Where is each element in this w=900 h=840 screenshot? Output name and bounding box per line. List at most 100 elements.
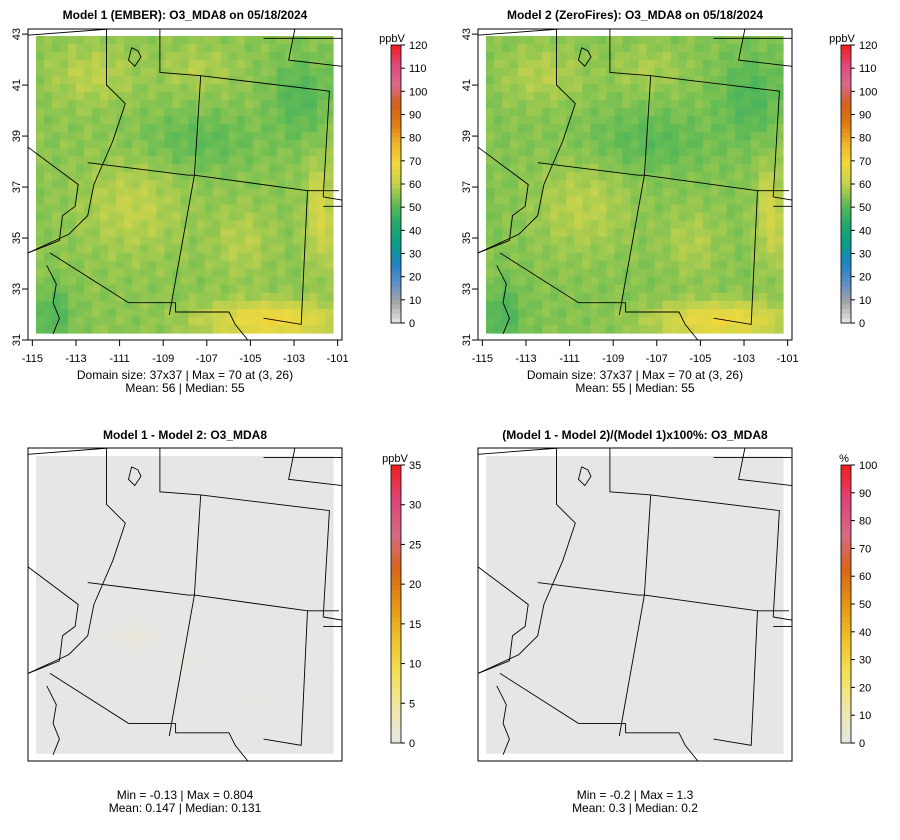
heatmap-cell	[188, 236, 198, 246]
heatmap-cell	[574, 180, 583, 190]
heatmap-cell	[92, 164, 101, 174]
heatmap-cell	[100, 124, 109, 133]
heatmap-cell	[308, 688, 318, 698]
heatmap-cell	[300, 744, 310, 754]
heatmap-cell	[44, 672, 53, 682]
heatmap-cell	[260, 276, 270, 286]
heatmap-cell	[694, 520, 704, 529]
heatmap-cell	[36, 504, 45, 513]
heatmap-cell	[116, 236, 125, 246]
heatmap-cell	[590, 92, 599, 101]
heatmap-cell	[526, 496, 535, 505]
colorbar-tick-label: 5	[409, 698, 415, 710]
heatmap-cell	[260, 316, 270, 326]
heatmap-cell	[300, 156, 310, 166]
heatmap-cell	[204, 512, 214, 521]
heatmap-cell	[308, 720, 318, 730]
heatmap-cell	[172, 172, 182, 182]
heatmap-cell	[622, 464, 632, 473]
heatmap-cell	[76, 736, 85, 746]
heatmap-cell	[284, 528, 294, 537]
heatmap-cell	[196, 132, 206, 141]
heatmap-cell	[324, 316, 334, 326]
heatmap-cell	[614, 324, 624, 334]
heatmap-cell	[172, 236, 182, 246]
heatmap-cell	[662, 140, 672, 149]
heatmap-cell	[164, 592, 174, 602]
heatmap-cell	[686, 196, 696, 206]
heatmap-cell	[630, 52, 640, 61]
heatmap-cell	[518, 456, 527, 465]
heatmap-cell	[510, 472, 519, 481]
heatmap-cell	[654, 196, 664, 206]
heatmap-cell	[550, 456, 559, 465]
heatmap-cell	[44, 108, 53, 117]
heatmap-cell	[236, 108, 246, 117]
heatmap-cell	[750, 276, 760, 286]
heatmap-cell	[84, 464, 93, 473]
heatmap-cell	[180, 60, 190, 69]
heatmap-cell	[518, 116, 527, 125]
heatmap-cell	[646, 148, 656, 158]
heatmap-cell	[710, 480, 720, 489]
heatmap-cell	[124, 252, 133, 262]
heatmap-cell	[614, 60, 624, 69]
heatmap-cell	[558, 544, 567, 553]
heatmap-cell	[220, 204, 230, 214]
heatmap-cell	[662, 124, 672, 133]
heatmap-cell	[260, 728, 270, 738]
heatmap-cell	[566, 148, 575, 158]
heatmap-cell	[750, 188, 760, 198]
heatmap-cell	[220, 244, 230, 254]
heatmap-cell	[534, 316, 543, 326]
heatmap-cell	[140, 92, 149, 101]
heatmap-cell	[638, 464, 648, 473]
x-tick-label: -111	[559, 353, 579, 365]
heatmap-cell	[116, 116, 125, 125]
heatmap-cell	[324, 212, 334, 222]
heatmap-cell	[734, 132, 744, 141]
x-tick-label: -107	[196, 353, 218, 365]
heatmap-cell	[52, 704, 61, 714]
colorbar-swatch	[391, 188, 401, 194]
heatmap-cell	[622, 76, 632, 85]
heatmap-cell	[196, 712, 206, 722]
heatmap-cell	[582, 520, 591, 529]
heatmap-cell	[606, 172, 616, 182]
heatmap-cell	[292, 156, 302, 166]
heatmap-cell	[44, 744, 53, 754]
heatmap-cell	[734, 308, 744, 318]
heatmap-cell	[252, 92, 262, 101]
heatmap-cell	[132, 276, 141, 286]
heatmap-cell	[220, 624, 230, 634]
heatmap-cell	[68, 640, 77, 650]
heatmap-cell	[68, 560, 77, 569]
heatmap-cell	[324, 520, 334, 529]
heatmap-cell	[742, 52, 752, 61]
heatmap-cell	[494, 260, 503, 270]
state-boundary-line	[200, 75, 330, 197]
heatmap-cell	[132, 640, 141, 650]
heatmap-cell	[116, 712, 125, 722]
heatmap-cell	[558, 52, 567, 61]
heatmap-cell	[276, 544, 286, 553]
heatmap-cell	[156, 284, 166, 294]
heatmap-cell	[574, 228, 583, 238]
heatmap-cell	[598, 228, 608, 238]
heatmap-cell	[196, 44, 206, 53]
heatmap-cell	[646, 260, 656, 270]
heatmap-cell	[244, 480, 254, 489]
heatmap-cell	[44, 600, 53, 610]
heatmap-cell	[164, 640, 174, 650]
heatmap-cell	[710, 100, 720, 109]
heatmap-cell	[132, 308, 141, 318]
colorbar-swatch	[841, 272, 851, 278]
heatmap-cell	[156, 464, 166, 473]
heatmap-cell	[678, 172, 688, 182]
heatmap-cell	[156, 276, 166, 286]
heatmap-cell	[566, 512, 575, 521]
heatmap-cell	[116, 696, 125, 706]
heatmap-cell	[702, 252, 712, 262]
heatmap-cell	[774, 496, 784, 505]
heatmap-cell	[236, 688, 246, 698]
